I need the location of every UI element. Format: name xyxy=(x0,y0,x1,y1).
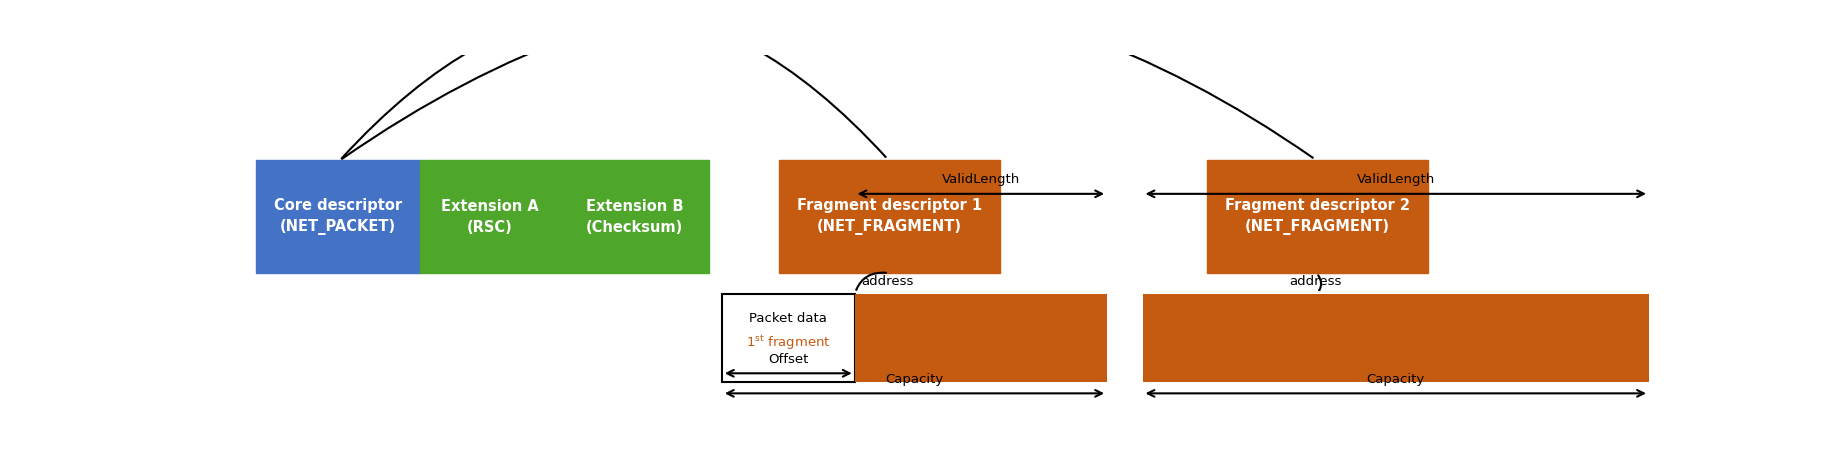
Text: Capacity: Capacity xyxy=(1366,372,1423,386)
Text: address: address xyxy=(1289,275,1341,288)
Text: ValidLength: ValidLength xyxy=(942,173,1019,186)
Bar xyxy=(559,160,708,273)
Bar xyxy=(1206,160,1427,273)
Text: Packet data: Packet data xyxy=(748,312,828,325)
Text: Extension B
(Checksum): Extension B (Checksum) xyxy=(585,199,682,235)
Text: address: address xyxy=(861,275,914,288)
Text: Fragment descriptor 2
(NET_FRAGMENT): Fragment descriptor 2 (NET_FRAGMENT) xyxy=(1225,198,1409,235)
FancyArrowPatch shape xyxy=(342,0,1311,159)
FancyArrowPatch shape xyxy=(1317,275,1320,290)
Bar xyxy=(419,160,559,273)
Text: Capacity: Capacity xyxy=(885,372,943,386)
Bar xyxy=(256,160,419,273)
Text: ValidLength: ValidLength xyxy=(1355,173,1434,186)
Text: Core descriptor
(NET_PACKET): Core descriptor (NET_PACKET) xyxy=(274,198,401,235)
FancyArrowPatch shape xyxy=(855,273,886,290)
Text: Offset: Offset xyxy=(767,352,807,366)
Bar xyxy=(721,294,853,382)
Text: 1$^{\rm st}$ fragment: 1$^{\rm st}$ fragment xyxy=(745,333,829,352)
FancyArrowPatch shape xyxy=(342,9,885,159)
Text: Fragment descriptor 1
(NET_FRAGMENT): Fragment descriptor 1 (NET_FRAGMENT) xyxy=(796,198,982,235)
Bar xyxy=(778,160,1000,273)
Text: Extension A
(RSC): Extension A (RSC) xyxy=(440,199,539,235)
Bar xyxy=(853,294,1107,382)
Bar xyxy=(1142,294,1648,382)
